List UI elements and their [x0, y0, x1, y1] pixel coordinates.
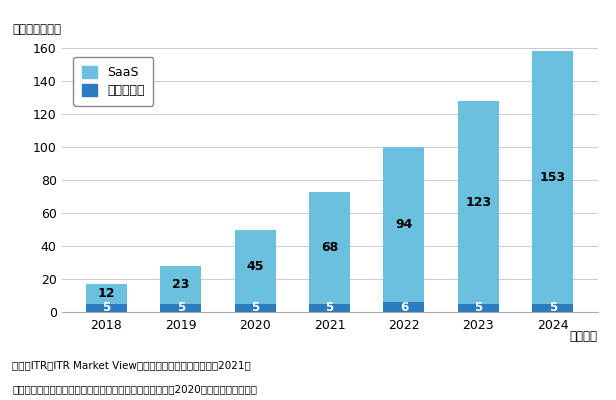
Text: ＊ベンダーの売上金額を対象とし、３月期ベースで換算。2020年度以降は予測値。: ＊ベンダーの売上金額を対象とし、３月期ベースで換算。2020年度以降は予測値。 [12, 384, 257, 394]
Bar [235, 230, 275, 304]
Text: 23: 23 [172, 278, 190, 291]
Text: 出典：ITR『ITR Market View：人事・給与・就業管理市場2021』: 出典：ITR『ITR Market View：人事・給与・就業管理市場2021』 [12, 360, 251, 370]
Bar [532, 51, 573, 304]
Text: 5: 5 [102, 301, 110, 314]
Text: 5: 5 [177, 301, 185, 314]
Bar [86, 284, 127, 304]
Bar [160, 304, 201, 312]
Text: 12: 12 [98, 287, 115, 300]
Bar [532, 304, 573, 312]
Bar [86, 304, 127, 312]
Legend: SaaS, パッケージ: SaaS, パッケージ [73, 57, 153, 106]
Bar [309, 304, 350, 312]
Bar [235, 304, 275, 312]
Bar [309, 192, 350, 304]
Text: （年度）: （年度） [570, 330, 598, 343]
Text: 5: 5 [549, 301, 557, 314]
Text: 5: 5 [251, 301, 259, 314]
Bar [458, 101, 499, 304]
Text: 5: 5 [325, 301, 334, 314]
Bar [384, 147, 424, 302]
Bar [458, 304, 499, 312]
Text: 123: 123 [465, 196, 492, 209]
Text: （単位：億円）: （単位：億円） [12, 23, 62, 36]
Bar [160, 266, 201, 304]
Text: 94: 94 [395, 218, 413, 231]
Bar [384, 302, 424, 312]
Text: 68: 68 [321, 241, 338, 254]
Text: 153: 153 [540, 171, 565, 184]
Text: 5: 5 [474, 301, 482, 314]
Text: 45: 45 [246, 260, 264, 273]
Text: 6: 6 [400, 300, 408, 314]
